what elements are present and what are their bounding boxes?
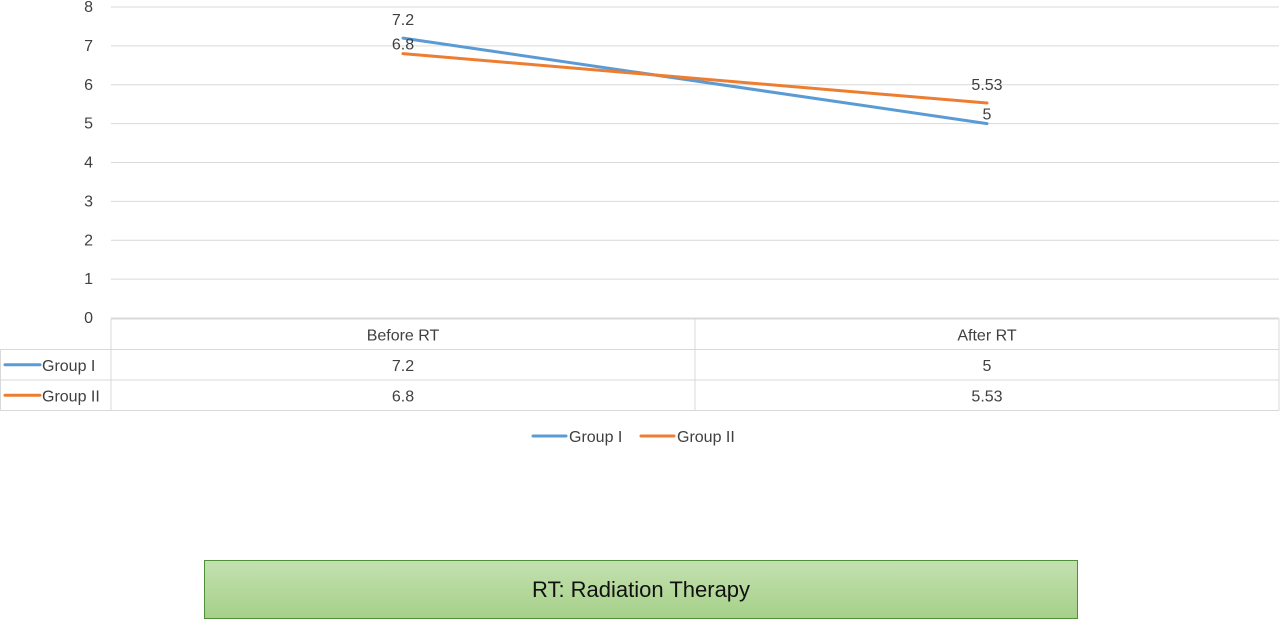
data-label: 6.8 bbox=[392, 37, 414, 54]
note-text: RT: Radiation Therapy bbox=[531, 576, 751, 602]
line-chart: 0 1 2 3 4 5 6 7 8 7.2 5 6.8 5.53 Before RT After RT Gro… bbox=[0, 0, 1280, 446]
series-line-2 bbox=[401, 52, 989, 105]
y-tick-label: 0 bbox=[84, 310, 93, 327]
table-series-name: Group I bbox=[42, 358, 95, 375]
y-tick-label: 5 bbox=[84, 116, 93, 133]
table-cell-value: 5 bbox=[983, 358, 992, 375]
legend-label: Group I bbox=[569, 429, 622, 446]
y-tick-label: 8 bbox=[84, 0, 93, 16]
y-tick-label: 7 bbox=[84, 38, 93, 55]
y-tick-label: 4 bbox=[84, 155, 93, 172]
x-category-label: After RT bbox=[957, 327, 1017, 344]
y-tick-label: 6 bbox=[84, 77, 93, 94]
x-category-label: Before RT bbox=[367, 327, 440, 344]
data-label: 5 bbox=[983, 107, 992, 124]
series-line-1 bbox=[401, 36, 989, 126]
table-cell-value: 5.53 bbox=[971, 388, 1002, 405]
table-series-name: Group II bbox=[42, 388, 100, 405]
note-box: RT: Radiation Therapy bbox=[204, 560, 1078, 619]
y-tick-label: 2 bbox=[84, 232, 93, 249]
table-cell-value: 6.8 bbox=[392, 388, 414, 405]
y-tick-label: 1 bbox=[84, 271, 93, 288]
y-tick-label: 3 bbox=[84, 193, 93, 210]
data-label: 5.53 bbox=[971, 77, 1002, 94]
legend-label: Group II bbox=[677, 429, 735, 446]
table-cell-value: 7.2 bbox=[392, 358, 414, 375]
data-label: 7.2 bbox=[392, 12, 414, 29]
